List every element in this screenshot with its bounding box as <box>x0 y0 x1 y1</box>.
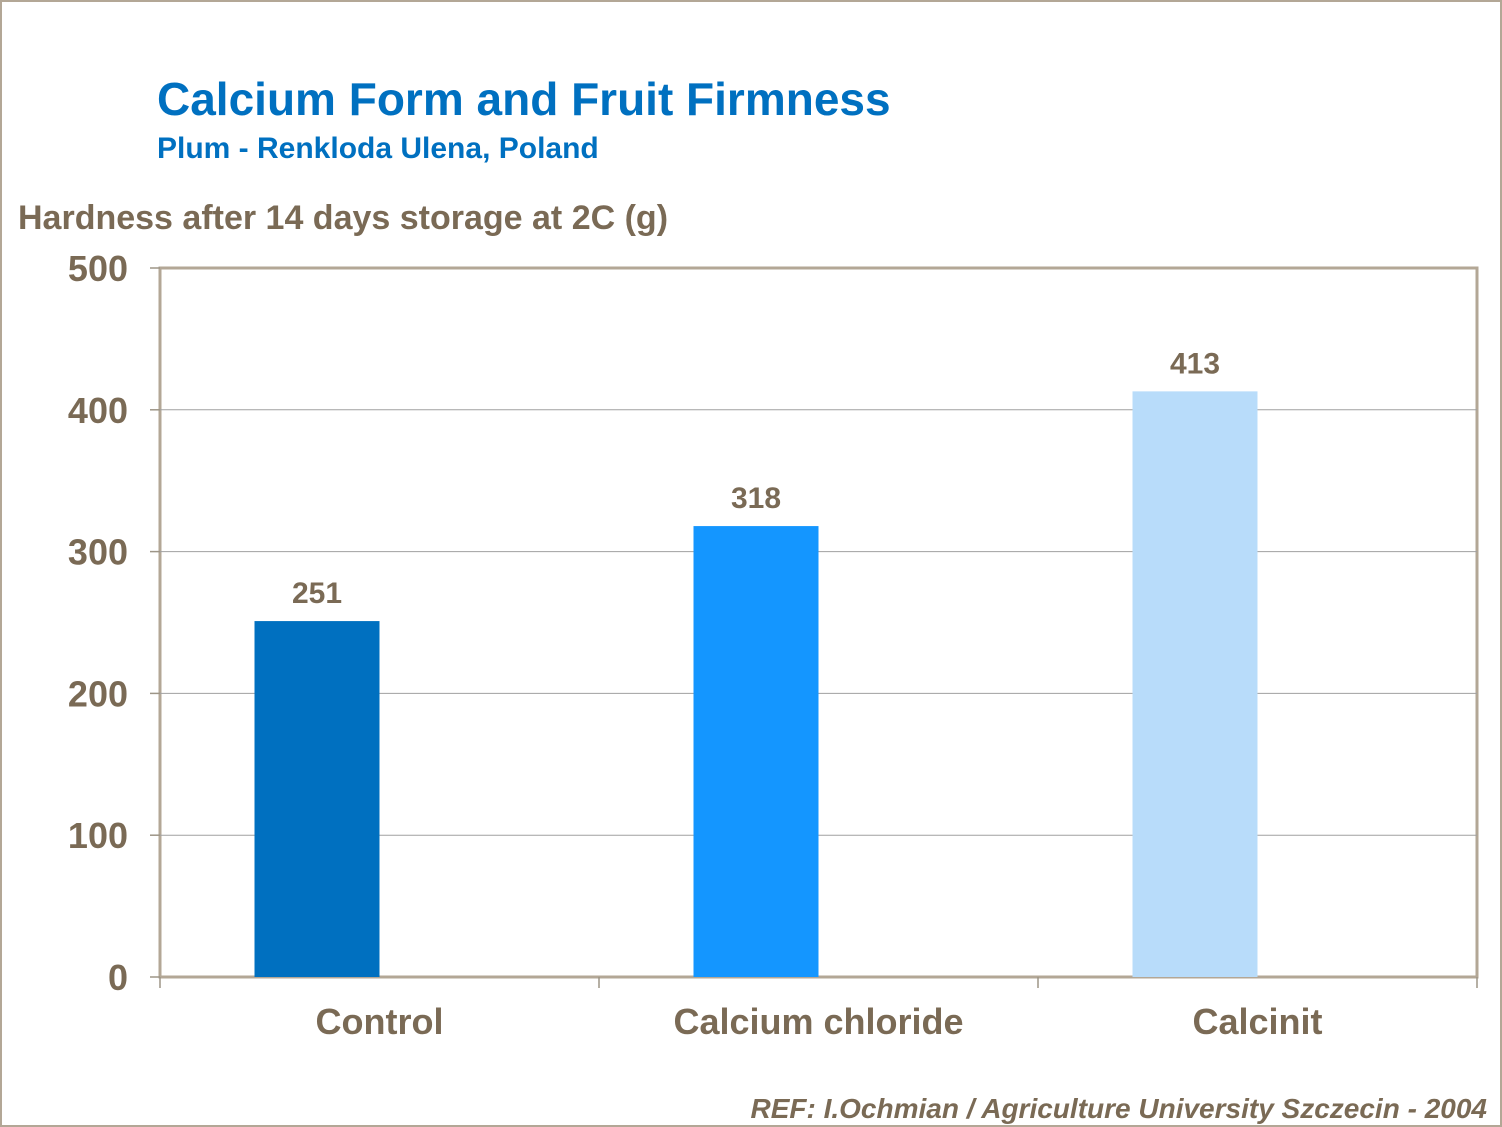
source-note: REF: I.Ochmian / Agriculture University … <box>750 1093 1487 1124</box>
y-tick-label: 300 <box>68 532 128 573</box>
data-label: 413 <box>1170 347 1220 380</box>
x-tick-label: Calcium chloride <box>673 1001 963 1042</box>
x-tick-label: Control <box>316 1001 444 1042</box>
bar <box>693 526 819 977</box>
y-tick-label: 500 <box>68 248 128 289</box>
y-tick-label: 200 <box>68 673 128 714</box>
data-label: 251 <box>292 577 342 610</box>
y-axis-label: Hardness after 14 days storage at 2C (g) <box>18 199 668 237</box>
bar <box>1132 391 1258 978</box>
data-label: 318 <box>731 482 781 515</box>
chart-title: Calcium Form and Fruit Firmness <box>157 73 891 125</box>
y-tick-label: 100 <box>68 815 128 856</box>
x-tick-label: Calcinit <box>1192 1001 1322 1042</box>
y-tick-label: 400 <box>68 390 128 431</box>
y-tick-label: 0 <box>108 957 128 998</box>
bar <box>254 621 380 977</box>
chart-subtitle: Plum - Renkloda Ulena, Poland <box>157 132 599 165</box>
x-band-ticks <box>159 977 1478 988</box>
